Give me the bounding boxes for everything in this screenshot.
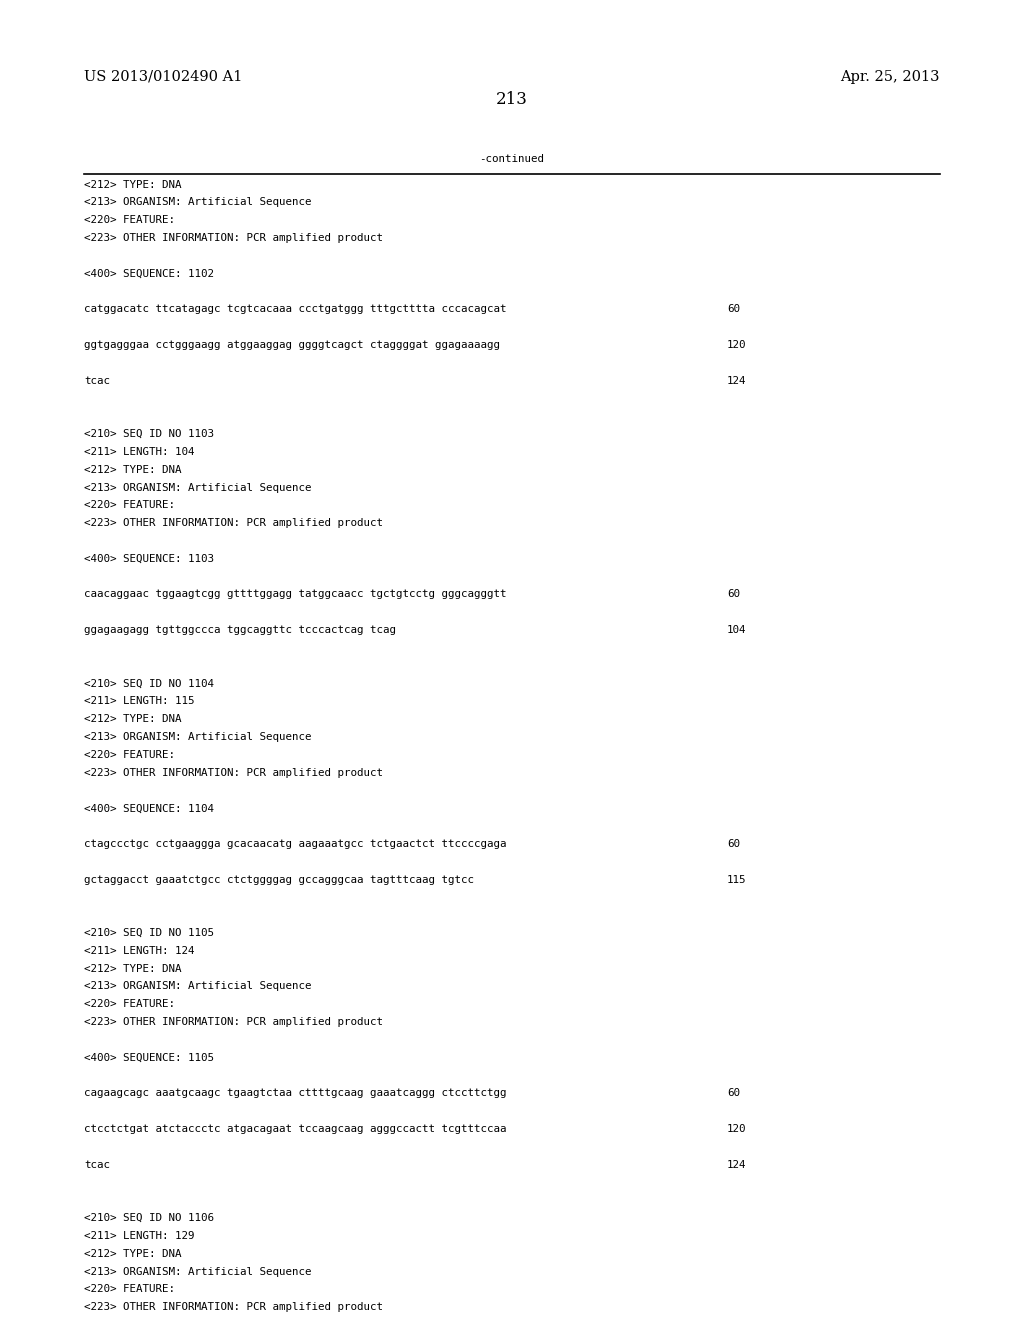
Text: <213> ORGANISM: Artificial Sequence: <213> ORGANISM: Artificial Sequence: [84, 483, 311, 492]
Text: tcac: tcac: [84, 1160, 110, 1170]
Text: 120: 120: [727, 341, 746, 350]
Text: 120: 120: [727, 1125, 746, 1134]
Text: 213: 213: [496, 91, 528, 107]
Text: cagaagcagc aaatgcaagc tgaagtctaa cttttgcaag gaaatcaggg ctccttctgg: cagaagcagc aaatgcaagc tgaagtctaa cttttgc…: [84, 1089, 507, 1098]
Text: ggagaagagg tgttggccca tggcaggttc tcccactcag tcag: ggagaagagg tgttggccca tggcaggttc tcccact…: [84, 626, 396, 635]
Text: <400> SEQUENCE: 1104: <400> SEQUENCE: 1104: [84, 804, 214, 813]
Text: -continued: -continued: [479, 153, 545, 164]
Text: ctagccctgc cctgaaggga gcacaacatg aagaaatgcc tctgaactct ttccccgaga: ctagccctgc cctgaaggga gcacaacatg aagaaat…: [84, 840, 507, 849]
Text: 124: 124: [727, 376, 746, 385]
Text: 124: 124: [727, 1160, 746, 1170]
Text: <223> OTHER INFORMATION: PCR amplified product: <223> OTHER INFORMATION: PCR amplified p…: [84, 1018, 383, 1027]
Text: catggacatc ttcatagagc tcgtcacaaa ccctgatggg tttgctttta cccacagcat: catggacatc ttcatagagc tcgtcacaaa ccctgat…: [84, 305, 507, 314]
Text: <212> TYPE: DNA: <212> TYPE: DNA: [84, 714, 181, 725]
Text: <223> OTHER INFORMATION: PCR amplified product: <223> OTHER INFORMATION: PCR amplified p…: [84, 1303, 383, 1312]
Text: <212> TYPE: DNA: <212> TYPE: DNA: [84, 465, 181, 475]
Text: <210> SEQ ID NO 1105: <210> SEQ ID NO 1105: [84, 928, 214, 939]
Text: 60: 60: [727, 1089, 740, 1098]
Text: <213> ORGANISM: Artificial Sequence: <213> ORGANISM: Artificial Sequence: [84, 1267, 311, 1276]
Text: <223> OTHER INFORMATION: PCR amplified product: <223> OTHER INFORMATION: PCR amplified p…: [84, 234, 383, 243]
Text: ctcctctgat atctaccctc atgacagaat tccaagcaag agggccactt tcgtttccaa: ctcctctgat atctaccctc atgacagaat tccaagc…: [84, 1125, 507, 1134]
Text: <220> FEATURE:: <220> FEATURE:: [84, 215, 175, 226]
Text: <211> LENGTH: 129: <211> LENGTH: 129: [84, 1232, 195, 1241]
Text: tcac: tcac: [84, 376, 110, 385]
Text: <211> LENGTH: 104: <211> LENGTH: 104: [84, 447, 195, 457]
Text: <400> SEQUENCE: 1102: <400> SEQUENCE: 1102: [84, 269, 214, 279]
Text: <213> ORGANISM: Artificial Sequence: <213> ORGANISM: Artificial Sequence: [84, 733, 311, 742]
Text: <220> FEATURE:: <220> FEATURE:: [84, 750, 175, 760]
Text: <400> SEQUENCE: 1105: <400> SEQUENCE: 1105: [84, 1053, 214, 1063]
Text: <223> OTHER INFORMATION: PCR amplified product: <223> OTHER INFORMATION: PCR amplified p…: [84, 519, 383, 528]
Text: <212> TYPE: DNA: <212> TYPE: DNA: [84, 964, 181, 974]
Text: 60: 60: [727, 590, 740, 599]
Text: <211> LENGTH: 124: <211> LENGTH: 124: [84, 946, 195, 956]
Text: <223> OTHER INFORMATION: PCR amplified product: <223> OTHER INFORMATION: PCR amplified p…: [84, 768, 383, 777]
Text: US 2013/0102490 A1: US 2013/0102490 A1: [84, 70, 243, 83]
Text: <220> FEATURE:: <220> FEATURE:: [84, 999, 175, 1010]
Text: <212> TYPE: DNA: <212> TYPE: DNA: [84, 1249, 181, 1259]
Text: <220> FEATURE:: <220> FEATURE:: [84, 1284, 175, 1295]
Text: <220> FEATURE:: <220> FEATURE:: [84, 500, 175, 511]
Text: <400> SEQUENCE: 1103: <400> SEQUENCE: 1103: [84, 554, 214, 564]
Text: gctaggacct gaaatctgcc ctctggggag gccagggcaa tagtttcaag tgtcc: gctaggacct gaaatctgcc ctctggggag gccaggg…: [84, 875, 474, 884]
Text: 115: 115: [727, 875, 746, 884]
Text: Apr. 25, 2013: Apr. 25, 2013: [841, 70, 940, 83]
Text: <213> ORGANISM: Artificial Sequence: <213> ORGANISM: Artificial Sequence: [84, 982, 311, 991]
Text: <211> LENGTH: 115: <211> LENGTH: 115: [84, 697, 195, 706]
Text: 60: 60: [727, 840, 740, 849]
Text: <213> ORGANISM: Artificial Sequence: <213> ORGANISM: Artificial Sequence: [84, 198, 311, 207]
Text: caacaggaac tggaagtcgg gttttggagg tatggcaacc tgctgtcctg gggcagggtt: caacaggaac tggaagtcgg gttttggagg tatggca…: [84, 590, 507, 599]
Text: <210> SEQ ID NO 1103: <210> SEQ ID NO 1103: [84, 429, 214, 440]
Text: 60: 60: [727, 305, 740, 314]
Text: <210> SEQ ID NO 1104: <210> SEQ ID NO 1104: [84, 678, 214, 689]
Text: <210> SEQ ID NO 1106: <210> SEQ ID NO 1106: [84, 1213, 214, 1224]
Text: <212> TYPE: DNA: <212> TYPE: DNA: [84, 180, 181, 190]
Text: ggtgagggaa cctgggaagg atggaaggag ggggtcagct ctaggggat ggagaaaagg: ggtgagggaa cctgggaagg atggaaggag ggggtca…: [84, 341, 500, 350]
Text: 104: 104: [727, 626, 746, 635]
